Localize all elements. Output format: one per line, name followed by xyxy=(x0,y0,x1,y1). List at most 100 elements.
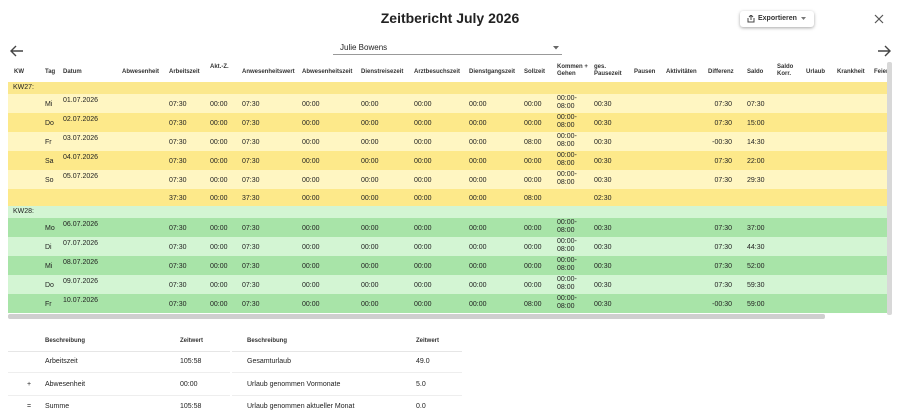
cell: 07:30 xyxy=(242,224,260,232)
cell: 00:30 xyxy=(594,119,612,127)
prev-month[interactable] xyxy=(10,45,24,57)
summary-label: Urlaub genommen aktueller Monat xyxy=(247,403,355,410)
cell: 00:00 xyxy=(210,100,228,108)
export-button[interactable]: Exportieren xyxy=(740,11,814,27)
cell: 02:30 xyxy=(594,194,612,202)
day-row xyxy=(8,218,887,237)
summary-value: 105:58 xyxy=(180,403,202,410)
divider xyxy=(8,394,230,396)
cell: 00:00 xyxy=(302,157,320,165)
vertical-scrollbar[interactable] xyxy=(887,62,892,315)
summary-value: 00:00 xyxy=(180,380,198,388)
close-button[interactable] xyxy=(874,14,884,24)
column-header: KW xyxy=(14,69,24,75)
cell: 07:30 xyxy=(714,157,732,165)
export-label: Exportieren xyxy=(758,15,797,22)
cell: 00:00 xyxy=(524,224,542,232)
cell: Mi xyxy=(45,100,53,108)
cell: 00:00 xyxy=(469,138,487,146)
column-header: Urlaub xyxy=(806,69,826,75)
cell: 00:00 xyxy=(469,281,487,289)
cell: 00:00 xyxy=(414,176,432,184)
cell: 07:30 xyxy=(242,138,260,146)
summary-value: 105:58 xyxy=(180,358,202,365)
cell: 07:30 xyxy=(242,100,260,108)
cell: 00:00 xyxy=(361,243,379,251)
cell: 00:00 xyxy=(210,138,228,146)
cell: 07:30 xyxy=(242,300,260,308)
cell: 00:00 xyxy=(414,224,432,232)
employee-select[interactable]: Julie Bowens xyxy=(333,40,562,55)
cell: So xyxy=(45,176,54,184)
cell: 05.07.2026 xyxy=(63,173,99,180)
next-month[interactable] xyxy=(877,45,891,57)
cell: 07:30 xyxy=(169,138,187,146)
cell: 00:00 xyxy=(361,194,379,202)
cell: 00:00 xyxy=(361,300,379,308)
summary-label: Urlaub genommen Vormonate xyxy=(247,380,341,388)
cell: 00:00 xyxy=(469,194,487,202)
cell: 00:00 xyxy=(361,157,379,165)
day-row xyxy=(8,237,887,256)
summary-value: 0.0 xyxy=(416,403,426,410)
day-row xyxy=(8,275,887,294)
cell: 07:30 xyxy=(714,243,732,251)
cell: 00:00 xyxy=(210,194,228,202)
cell: 00:00 xyxy=(524,119,542,127)
cell: 00:00-08:00 xyxy=(557,171,577,186)
cell: 00:30 xyxy=(594,281,612,289)
cell: 07:30 xyxy=(714,262,732,270)
cell: 00:00 xyxy=(361,281,379,289)
cell: 00:00 xyxy=(414,100,432,108)
cell: 00:00 xyxy=(210,243,228,251)
summary-label: Abwesenheit xyxy=(45,380,86,388)
cell: 00:00 xyxy=(414,119,432,127)
cell: 44:30 xyxy=(747,243,765,251)
cell: 00:00 xyxy=(302,281,320,289)
operator: = xyxy=(27,403,32,410)
horizontal-scrollbar[interactable] xyxy=(8,314,825,319)
cell: 07:30 xyxy=(169,100,187,108)
summary-value: 49.0 xyxy=(416,358,430,365)
column-header: Feier xyxy=(874,69,889,75)
cell: 00:30 xyxy=(594,243,612,251)
cell: 00:30 xyxy=(594,300,612,308)
summary-label: Gesamturlaub xyxy=(247,358,291,365)
cell: Do xyxy=(45,119,54,127)
column-header: Arbeitszeit xyxy=(169,69,200,75)
cell: 00:00 xyxy=(469,262,487,270)
cell: 00:00 xyxy=(302,138,320,146)
cell: 07:30 xyxy=(169,262,187,270)
total-row xyxy=(8,189,887,206)
cell: 07:30 xyxy=(714,100,732,108)
column-header: Differenz xyxy=(708,69,734,75)
cell: 00:00 xyxy=(414,138,432,146)
cell: 07:30 xyxy=(169,176,187,184)
cell: 00:00 xyxy=(361,224,379,232)
cell: 00:00 xyxy=(524,100,542,108)
export-icon xyxy=(747,15,755,23)
cell: 07:30 xyxy=(169,300,187,308)
week-row xyxy=(8,206,887,218)
cell: 00:00 xyxy=(302,300,320,308)
operator: + xyxy=(27,380,32,388)
cell: 52:00 xyxy=(747,262,765,270)
cell: 00:00 xyxy=(524,176,542,184)
divider xyxy=(8,372,230,373)
cell: 00:00 xyxy=(302,100,320,108)
cell: 37:30 xyxy=(169,194,187,202)
cell: 00:00 xyxy=(302,176,320,184)
column-header: Abwesenheitszeit xyxy=(302,69,353,75)
cell: 00:00 xyxy=(469,100,487,108)
cell: 07:30 xyxy=(714,224,732,232)
cell: 07:30 xyxy=(169,224,187,232)
cell: 07:30 xyxy=(714,281,732,289)
cell: 14:30 xyxy=(747,138,765,146)
cell: 00:00 xyxy=(302,243,320,251)
cell: 07:30 xyxy=(242,281,260,289)
cell: 07.07.2026 xyxy=(63,240,99,247)
cell: 04.07.2026 xyxy=(63,154,99,161)
cell: 00:00 xyxy=(210,119,228,127)
cell: Di xyxy=(45,243,52,251)
